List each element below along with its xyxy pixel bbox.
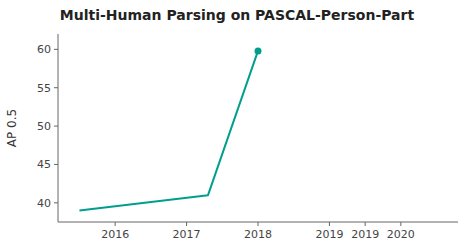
plot-area bbox=[79, 47, 261, 210]
y-tick-label: 45 bbox=[37, 158, 51, 171]
axes: 40 45 50 55 60 2016 2017 2018 2019 2019 2020 bbox=[37, 34, 458, 241]
x-tick bbox=[329, 222, 330, 226]
x-tick-label: 2017 bbox=[173, 228, 201, 241]
chart: Multi-Human Parsing on PASCAL-Person-Par… bbox=[0, 0, 474, 250]
x-tick-label: 2020 bbox=[387, 228, 415, 241]
y-axis-line bbox=[58, 34, 59, 222]
x-tick bbox=[365, 222, 366, 226]
x-tick bbox=[400, 222, 401, 226]
x-tick bbox=[258, 222, 259, 226]
x-tick bbox=[115, 222, 116, 226]
y-tick-label: 40 bbox=[37, 197, 51, 210]
end-marker bbox=[255, 47, 262, 54]
y-tick bbox=[54, 164, 58, 165]
x-tick-label: 2018 bbox=[244, 228, 272, 241]
x-tick bbox=[186, 222, 187, 226]
x-axis-line bbox=[58, 222, 458, 223]
x-tick-label: 2016 bbox=[101, 228, 129, 241]
y-tick bbox=[54, 49, 58, 50]
y-axis-label: AP 0.5 bbox=[5, 109, 19, 147]
x-tick-label: 2019 bbox=[315, 228, 343, 241]
y-tick-label: 55 bbox=[37, 82, 51, 95]
y-tick bbox=[54, 87, 58, 88]
line bbox=[79, 51, 258, 211]
y-tick bbox=[54, 126, 58, 127]
y-tick-label: 60 bbox=[37, 43, 51, 56]
chart-container: Multi-Human Parsing on PASCAL-Person-Par… bbox=[0, 0, 474, 250]
title: Multi-Human Parsing on PASCAL-Person-Par… bbox=[60, 7, 415, 23]
y-tick-label: 50 bbox=[37, 120, 51, 133]
x-tick-label: 2019 bbox=[351, 228, 379, 241]
y-tick bbox=[54, 202, 58, 203]
